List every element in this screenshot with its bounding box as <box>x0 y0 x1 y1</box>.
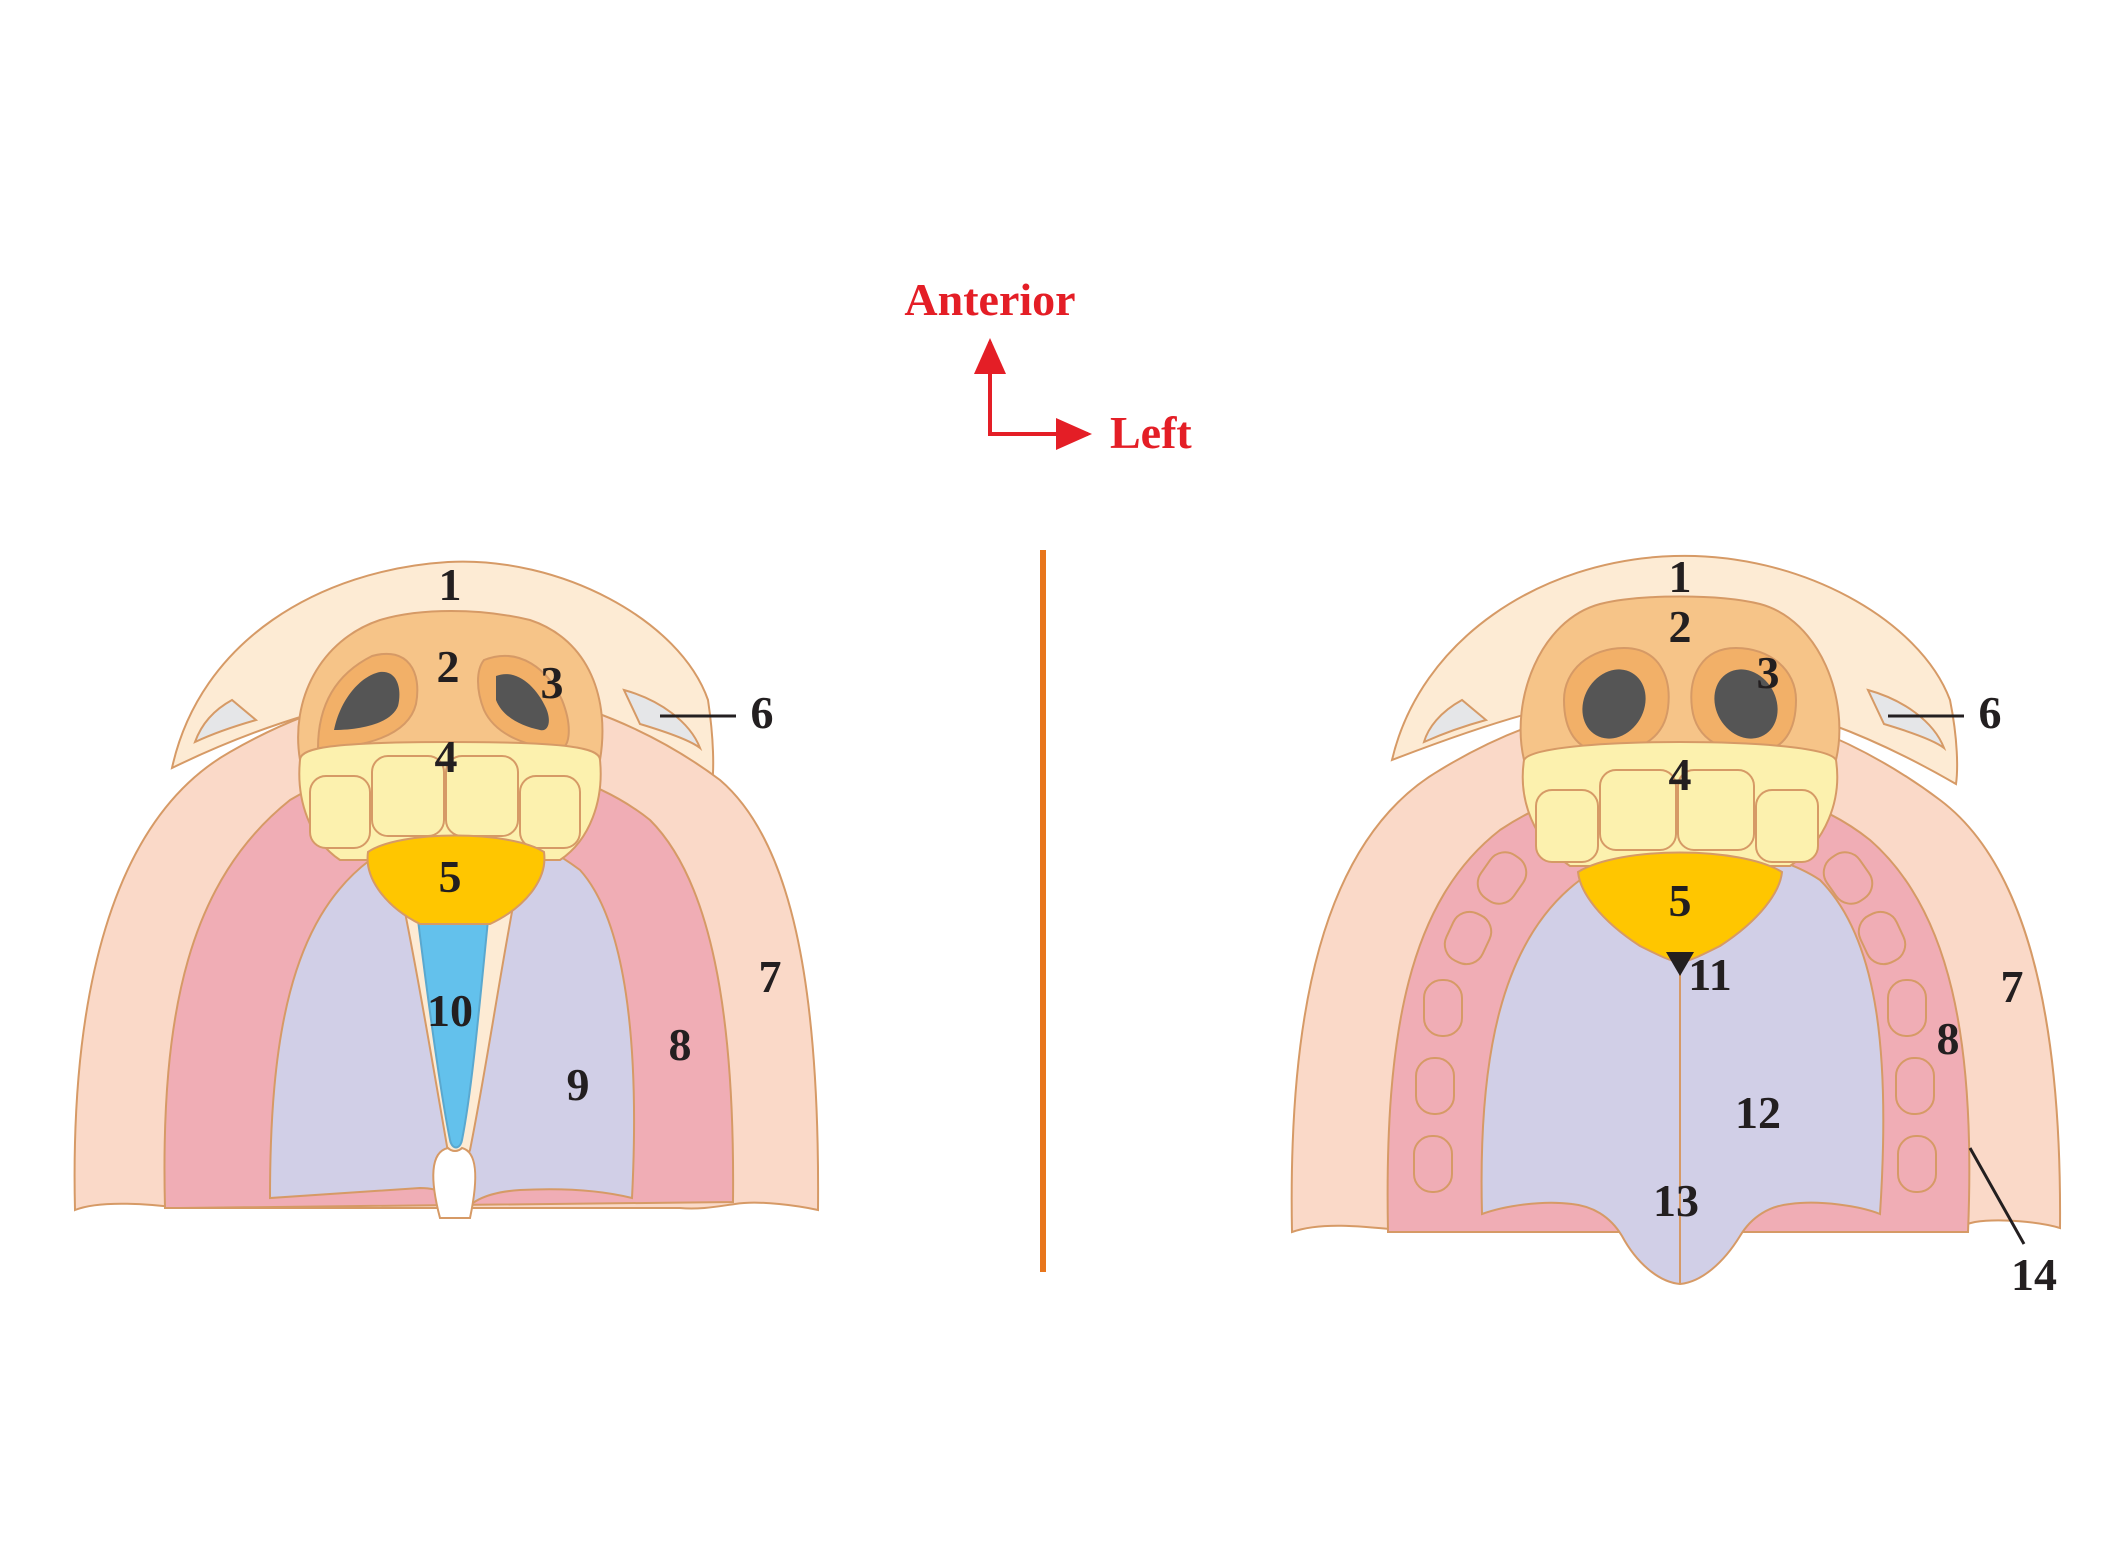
left-label-6: 6 <box>751 687 774 738</box>
right-figure: 1 2 3 4 5 6 7 8 11 12 13 14 <box>1290 551 2062 1300</box>
right-tooth <box>1535 789 1599 863</box>
right-structure-6-right <box>1866 688 1947 752</box>
right-oval <box>1895 1057 1935 1115</box>
left-tooth <box>519 775 581 849</box>
right-label-3: 3 <box>1757 647 1780 698</box>
right-structure-5 <box>1576 851 1784 964</box>
left-structure-6-right <box>622 688 703 752</box>
left-teeth <box>309 755 581 849</box>
left-structure-10 <box>416 919 490 1149</box>
right-oval <box>1887 979 1927 1037</box>
right-label-7: 7 <box>2001 961 2024 1012</box>
left-label-9: 9 <box>567 1059 590 1110</box>
right-label-11: 11 <box>1688 949 1731 1000</box>
left-label-7: 7 <box>759 951 782 1002</box>
right-label-2: 2 <box>1669 601 1692 652</box>
left-label-8: 8 <box>669 1019 692 1070</box>
right-oval <box>1857 910 1907 966</box>
right-oval <box>1423 979 1463 1037</box>
left-label-10: 10 <box>427 985 473 1036</box>
right-structure-6-left <box>1422 698 1489 744</box>
left-label-1: 1 <box>439 559 462 610</box>
right-label-14: 14 <box>2011 1249 2057 1300</box>
left-tooth <box>371 755 445 837</box>
left-label-3: 3 <box>541 657 564 708</box>
right-label-12: 12 <box>1735 1087 1781 1138</box>
right-leader-14 <box>1968 1147 2026 1245</box>
right-oval <box>1476 851 1528 905</box>
right-marker-11 <box>1666 952 1694 976</box>
right-label-8: 8 <box>1937 1013 1960 1064</box>
left-figure: 1 2 3 4 5 6 7 8 9 10 <box>73 559 820 1219</box>
right-cavity-left <box>1714 669 1778 739</box>
right-tooth <box>1677 769 1755 851</box>
right-label-1: 1 <box>1669 551 1692 602</box>
right-tooth <box>1755 789 1819 863</box>
right-label-4: 4 <box>1669 749 1692 800</box>
right-gland-ovals <box>1413 851 1937 1193</box>
left-cavity-right <box>334 671 400 730</box>
anterior-label: Anterior <box>904 274 1075 325</box>
right-tooth <box>1599 769 1677 851</box>
left-label-5: 5 <box>439 851 462 902</box>
right-oval <box>1897 1135 1937 1193</box>
right-oval <box>1443 910 1493 966</box>
right-cavity-right <box>1582 669 1646 739</box>
left-label-4: 4 <box>435 731 458 782</box>
left-label-2: 2 <box>437 641 460 692</box>
right-label-6: 6 <box>1979 687 2002 738</box>
right-oval <box>1822 851 1874 905</box>
left-tooth <box>309 775 371 849</box>
left-structure-5 <box>366 834 546 925</box>
left-label: Left <box>1110 407 1192 458</box>
left-cavity-left <box>496 674 549 731</box>
right-oval <box>1413 1135 1453 1193</box>
right-label-13: 13 <box>1653 1175 1699 1226</box>
left-midline-slit <box>432 1146 477 1219</box>
right-label-5: 5 <box>1669 875 1692 926</box>
left-structure-6-left <box>193 698 259 744</box>
right-teeth <box>1535 769 1819 863</box>
orientation-indicator: Anterior Left <box>904 274 1192 458</box>
right-oval <box>1415 1057 1455 1115</box>
